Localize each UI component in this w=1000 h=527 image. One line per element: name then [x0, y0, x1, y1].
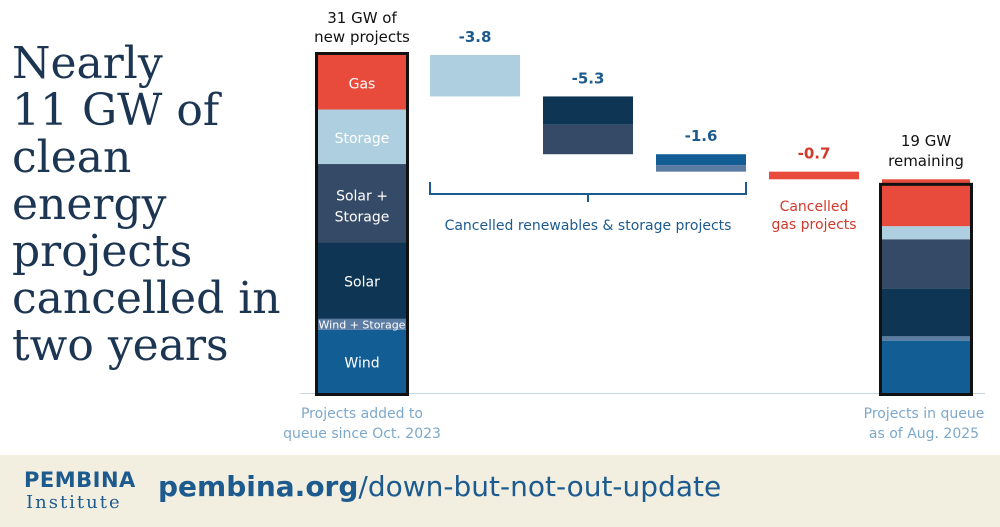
headline-line: clean	[12, 132, 132, 183]
end-bar-title: 19 GW	[901, 132, 951, 150]
segment-label: Wind	[344, 355, 379, 371]
end-bar-segment-storage	[882, 226, 970, 240]
end-bar-segment-wind-storage	[882, 336, 970, 341]
step-bar-solar	[543, 96, 633, 125]
segment-label: Storage	[335, 209, 390, 225]
group-label-gas: gas projects	[771, 217, 856, 233]
x-axis-label: queue since Oct. 2023	[283, 426, 441, 442]
url-domain: pembina.org	[158, 470, 359, 503]
segment-label: Solar +	[336, 188, 388, 204]
step-value-label: -0.7	[798, 145, 831, 163]
headline-line: energy	[12, 179, 167, 230]
segment-label: Gas	[349, 76, 376, 92]
segment-label: Solar	[344, 275, 380, 291]
end-bar-title: remaining	[888, 152, 964, 170]
group-label-renewables: Cancelled renewables & storage projects	[445, 218, 732, 234]
end-bar-segment-solar-storage	[882, 239, 970, 289]
headline-line: 11 GW of	[12, 85, 220, 136]
logo-wordmark: PEMBINA	[24, 468, 136, 492]
x-axis-label: Projects in queue	[864, 406, 985, 422]
bar-segment-wind-storage	[318, 318, 406, 330]
bar-segment-storage	[318, 109, 406, 165]
step-bar-gas	[769, 171, 859, 180]
footer-url[interactable]: pembina.org/down-but-not-out-update	[158, 470, 721, 503]
bar-segment-solar	[318, 242, 406, 319]
footer: PEMBINA Institute pembina.org/down-but-n…	[0, 455, 1000, 527]
x-axis-label: as of Aug. 2025	[869, 426, 979, 442]
headline: Nearly 11 GW of clean energy projects ca…	[12, 40, 302, 369]
bar-segment-gas	[318, 55, 406, 110]
step-value-label: -5.3	[572, 69, 605, 87]
headline-line: cancelled in	[12, 273, 281, 324]
bar-segment-wind	[318, 329, 406, 393]
end-bar-segment-solar	[882, 288, 970, 337]
step-bar-storage	[430, 55, 520, 97]
headline-line: projects	[12, 226, 193, 277]
waterfall-chart: Wind Wind + Storage Solar Solar + Storage Sto…	[283, 9, 985, 442]
start-bar-outline	[315, 52, 409, 396]
step-value-label: -1.6	[685, 127, 718, 145]
headline-line: Nearly	[12, 38, 163, 89]
url-path: /down-but-not-out-update	[358, 470, 722, 503]
segment-label: Storage	[335, 131, 390, 147]
logo-subtitle: Institute	[26, 492, 122, 513]
bar-segment-solar-storage	[318, 164, 406, 243]
step-bar-wind-storage	[656, 165, 746, 172]
step-value-label: -3.8	[459, 28, 492, 46]
headline-line: two years	[12, 320, 229, 371]
group-label-gas: Cancelled	[780, 199, 849, 215]
end-bar-segment-wind	[882, 340, 970, 393]
step-bar-solar-storage	[543, 124, 633, 155]
end-bar-segment-gas	[882, 179, 970, 227]
start-bar-title: new projects	[314, 28, 410, 46]
start-bar-title: 31 GW of	[327, 9, 397, 27]
x-axis-label: Projects added to	[301, 406, 423, 422]
end-bar-outline	[879, 182, 973, 396]
segment-label: Wind + Storage	[319, 318, 406, 331]
step-bar-wind	[656, 154, 746, 166]
bracket	[429, 182, 747, 202]
